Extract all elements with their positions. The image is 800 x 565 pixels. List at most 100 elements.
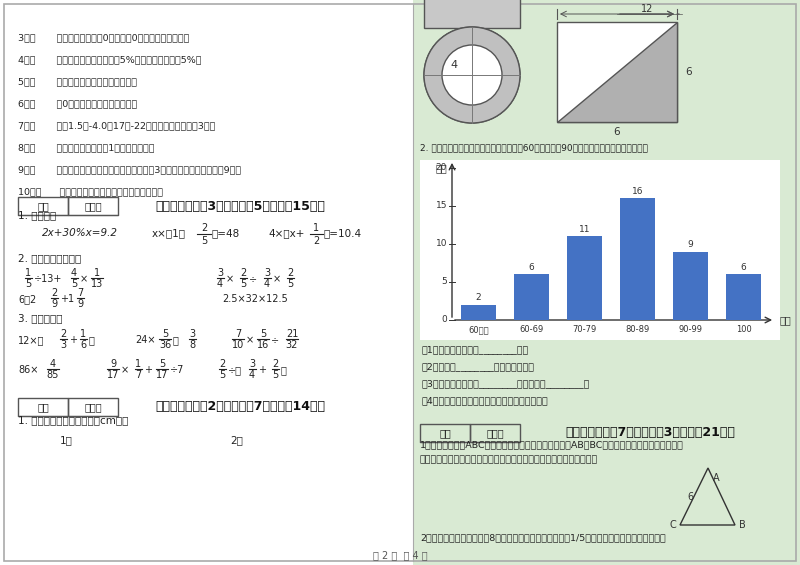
Text: ×: ×: [80, 274, 88, 284]
Text: ÷: ÷: [271, 335, 279, 345]
Bar: [420, 424, 470, 442]
Text: 90-99: 90-99: [678, 325, 702, 334]
Text: 4: 4: [450, 60, 458, 70]
Text: 86×: 86×: [18, 365, 38, 375]
Text: 3. 脱式计算：: 3. 脱式计算：: [18, 313, 62, 323]
Text: +1: +1: [60, 294, 74, 304]
Text: 7．（       ）在1.5，-4.0，17，-22这五个数中，负数有3个。: 7．（ ）在1.5，-4.0，17，-22这五个数中，负数有3个。: [18, 121, 215, 131]
Text: 11: 11: [578, 225, 590, 234]
Text: 5: 5: [442, 277, 447, 286]
Text: ）: ）: [281, 365, 287, 375]
Bar: [620, 198, 654, 320]
Text: x×（1－: x×（1－: [152, 228, 186, 238]
Text: 2: 2: [60, 329, 66, 339]
Bar: [18, 197, 68, 215]
Text: 17: 17: [156, 370, 168, 380]
Text: 7: 7: [135, 370, 141, 380]
Text: 6: 6: [529, 263, 534, 272]
Text: 6: 6: [741, 263, 746, 272]
Text: B: B: [739, 520, 746, 530]
Text: （3）考试的及格率是________，优秀率是________。: （3）考试的及格率是________，优秀率是________。: [422, 380, 590, 389]
Text: 85: 85: [47, 370, 59, 380]
Text: +: +: [69, 335, 77, 345]
Text: +: +: [144, 365, 152, 375]
Bar: [420, 160, 780, 340]
Text: 70-79: 70-79: [572, 325, 597, 334]
Polygon shape: [557, 22, 677, 122]
Text: ）=10.4: ）=10.4: [323, 228, 361, 238]
Text: 1: 1: [135, 359, 141, 369]
Text: 24×: 24×: [135, 335, 155, 345]
Text: 20: 20: [436, 163, 447, 172]
Text: 6: 6: [688, 492, 694, 502]
Text: 6: 6: [80, 340, 86, 350]
Text: 四、计算题（共3小题，每题5分，共计15分）: 四、计算题（共3小题，每题5分，共计15分）: [155, 199, 325, 212]
Text: 0: 0: [442, 315, 447, 324]
Text: 9: 9: [51, 299, 57, 309]
Text: 5: 5: [71, 279, 77, 289]
Text: 4: 4: [71, 268, 77, 278]
Circle shape: [424, 27, 520, 123]
Text: 6－2: 6－2: [18, 294, 36, 304]
Text: 3: 3: [217, 268, 223, 278]
Text: 21: 21: [286, 329, 298, 339]
Text: 3．（       ）小数的末尾添上0或者去掉0，小数的大小不变。: 3．（ ）小数的末尾添上0或者去掉0，小数的大小不变。: [18, 33, 190, 42]
Text: 2. 如图是某班一次数学测试的统计图。（60分为及格，90分为优秀），认真看图后填空。: 2. 如图是某班一次数学测试的统计图。（60分为及格，90分为优秀），认真看图后…: [420, 144, 648, 153]
Text: （2）成绩在________段的人数最多。: （2）成绩在________段的人数最多。: [422, 363, 535, 372]
Text: 得分: 得分: [37, 201, 49, 211]
Text: 9: 9: [688, 240, 694, 249]
Text: 2: 2: [313, 236, 319, 246]
Text: 1、: 1、: [60, 435, 73, 445]
Text: 60以下: 60以下: [468, 325, 489, 334]
Text: ÷: ÷: [249, 274, 257, 284]
Text: 3: 3: [189, 329, 195, 339]
Text: 2x+30%x=9.2: 2x+30%x=9.2: [42, 228, 118, 238]
Text: 36: 36: [159, 340, 171, 350]
Text: 15: 15: [435, 202, 447, 211]
Text: 2: 2: [476, 293, 482, 302]
Circle shape: [424, 27, 520, 123]
Text: 4: 4: [264, 279, 270, 289]
Text: 2: 2: [219, 359, 225, 369]
Bar: [462, 305, 496, 320]
Text: 2: 2: [201, 223, 207, 233]
Text: 2: 2: [51, 288, 57, 298]
Text: ×: ×: [121, 365, 129, 375]
Text: 评卷人: 评卷人: [84, 201, 102, 211]
Text: 5: 5: [201, 236, 207, 246]
Text: 1: 1: [80, 329, 86, 339]
Bar: [557, 22, 677, 122]
Text: 同的圆锥，沿着哪条边旋转得到的圆锥体积比较大？是多少立方分米？: 同的圆锥，沿着哪条边旋转得到的圆锥体积比较大？是多少立方分米？: [420, 455, 598, 464]
Text: ×: ×: [246, 335, 254, 345]
Bar: [18, 398, 68, 416]
Text: ÷7: ÷7: [170, 365, 184, 375]
Text: 4．（       ）一个正方形的边长增加5%，它的面积也增加5%。: 4．（ ）一个正方形的边长增加5%，它的面积也增加5%。: [18, 55, 202, 64]
Text: 6: 6: [614, 127, 620, 137]
Text: 2、一份稿件王红独抄需要8小时，这份稿件正由别人抄了1/5，剩下的交给王红抄，还要几小: 2、一份稿件王红独抄需要8小时，这份稿件正由别人抄了1/5，剩下的交给王红抄，还…: [420, 533, 666, 542]
Text: （4）看右面的统计图，你再提出一个数学问题。: （4）看右面的统计图，你再提出一个数学问题。: [422, 397, 549, 406]
Text: 12×（: 12×（: [18, 335, 44, 345]
Bar: [674, 251, 708, 320]
Bar: [413, 0, 800, 565]
Text: 5．（       ）不相交的两条直线叫平行线。: 5．（ ）不相交的两条直线叫平行线。: [18, 77, 137, 86]
Text: ）: ）: [89, 335, 95, 345]
Text: 六、应用题（共7小题，每题3分，共计21分）: 六、应用题（共7小题，每题3分，共计21分）: [565, 427, 735, 440]
Text: 7: 7: [235, 329, 241, 339]
Text: 6．（       ）0既不是正数，也不是负数。: 6．（ ）0既不是正数，也不是负数。: [18, 99, 138, 108]
Text: 100: 100: [736, 325, 751, 334]
Circle shape: [442, 45, 502, 105]
Text: 4×（x+: 4×（x+: [268, 228, 304, 238]
Text: 1: 1: [94, 268, 100, 278]
Text: C: C: [670, 520, 676, 530]
Text: ×: ×: [273, 274, 281, 284]
Text: 6: 6: [685, 67, 692, 77]
Text: 8．（       ）任何一个质数加上1，必定是合数。: 8．（ ）任何一个质数加上1，必定是合数。: [18, 144, 154, 153]
Text: 5: 5: [162, 329, 168, 339]
Text: 8: 8: [189, 340, 195, 350]
Text: ×: ×: [226, 274, 234, 284]
Text: 1: 1: [313, 223, 319, 233]
Text: 评卷人: 评卷人: [84, 402, 102, 412]
Text: 12: 12: [641, 4, 653, 14]
Text: 13: 13: [91, 279, 103, 289]
Text: 10．（      ）三角形的面积一定，底和高成反比例。: 10．（ ）三角形的面积一定，底和高成反比例。: [18, 188, 163, 197]
